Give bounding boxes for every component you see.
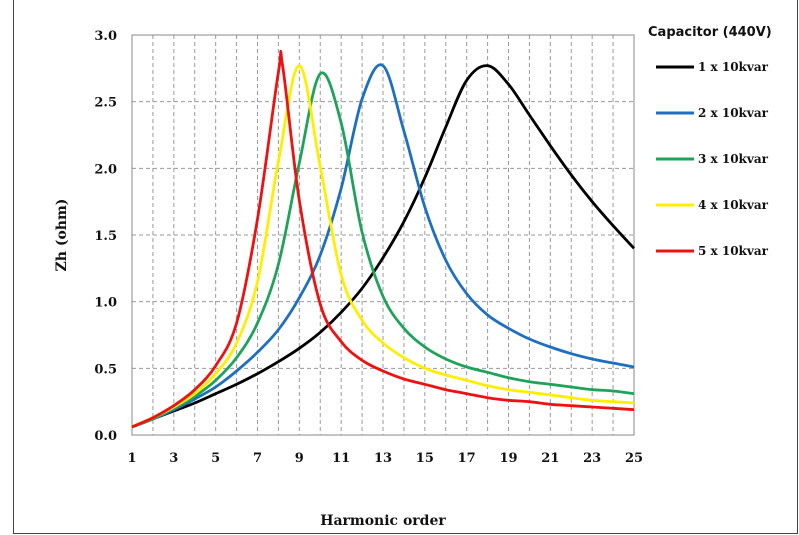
y-axis-title: Zh (ohm): [54, 199, 70, 272]
x-axis-title: Harmonic order: [320, 513, 446, 529]
legend: Capacitor (440V) 1 x 10kvar 2 x 10kvar 3 x…: [648, 25, 772, 258]
x-tick-label: 5: [211, 451, 220, 466]
grid: [132, 35, 634, 435]
y-tick-label: 1.5: [94, 229, 117, 244]
y-tick-label: 1.0: [94, 296, 117, 311]
x-tick-label: 23: [583, 451, 601, 466]
y-tick-label: 0.0: [94, 429, 117, 444]
y-tick-label: 0.5: [94, 362, 117, 377]
x-tick-label: 1: [127, 451, 136, 466]
line-chart: 1 3 5 7 9 11 13 15 17 19 21 23 250.00.51.01.52.02.53…: [54, 25, 772, 529]
series-line-3: [131, 71, 635, 429]
tick-labels: 1 3 5 7 9 11 13 15 17 19 21 23 250.00.51.01.52.02.53…: [94, 29, 643, 466]
x-tick-label: 21: [541, 451, 559, 466]
series-line-5: [131, 50, 635, 429]
x-tick-label: 15: [416, 451, 434, 466]
legend-label: 1 x 10kvar: [698, 60, 769, 74]
series-line-2: [131, 63, 635, 429]
legend-label: 2 x 10kvar: [698, 106, 769, 120]
x-tick-label: 3: [169, 451, 178, 466]
legend-title: Capacitor (440V): [648, 25, 772, 40]
x-tick-label: 25: [625, 451, 643, 466]
legend-label: 4 x 10kvar: [698, 198, 769, 212]
x-tick-label: 17: [458, 451, 476, 466]
x-tick-label: 7: [253, 451, 262, 466]
legend-label: 3 x 10kvar: [698, 152, 769, 166]
x-tick-label: 11: [332, 451, 350, 466]
series-line-1: [131, 64, 636, 429]
x-tick-label: 13: [374, 451, 392, 466]
plot-border: [131, 34, 635, 436]
legend-label: 5 x 10kvar: [698, 244, 769, 258]
y-tick-label: 3.0: [94, 29, 117, 44]
chart-frame: 1 3 5 7 9 11 13 15 17 19 21 23 25 0.0 0.5 1.0 1.5 2.0 2.5 3…: [13, 0, 798, 534]
series-layer: [131, 50, 636, 429]
series-line-4: [131, 64, 635, 429]
y-tick-label: 2.5: [94, 96, 117, 111]
y-tick-label: 2.0: [94, 162, 117, 177]
x-tick-label: 9: [295, 451, 304, 466]
x-tick-label: 19: [499, 451, 517, 466]
